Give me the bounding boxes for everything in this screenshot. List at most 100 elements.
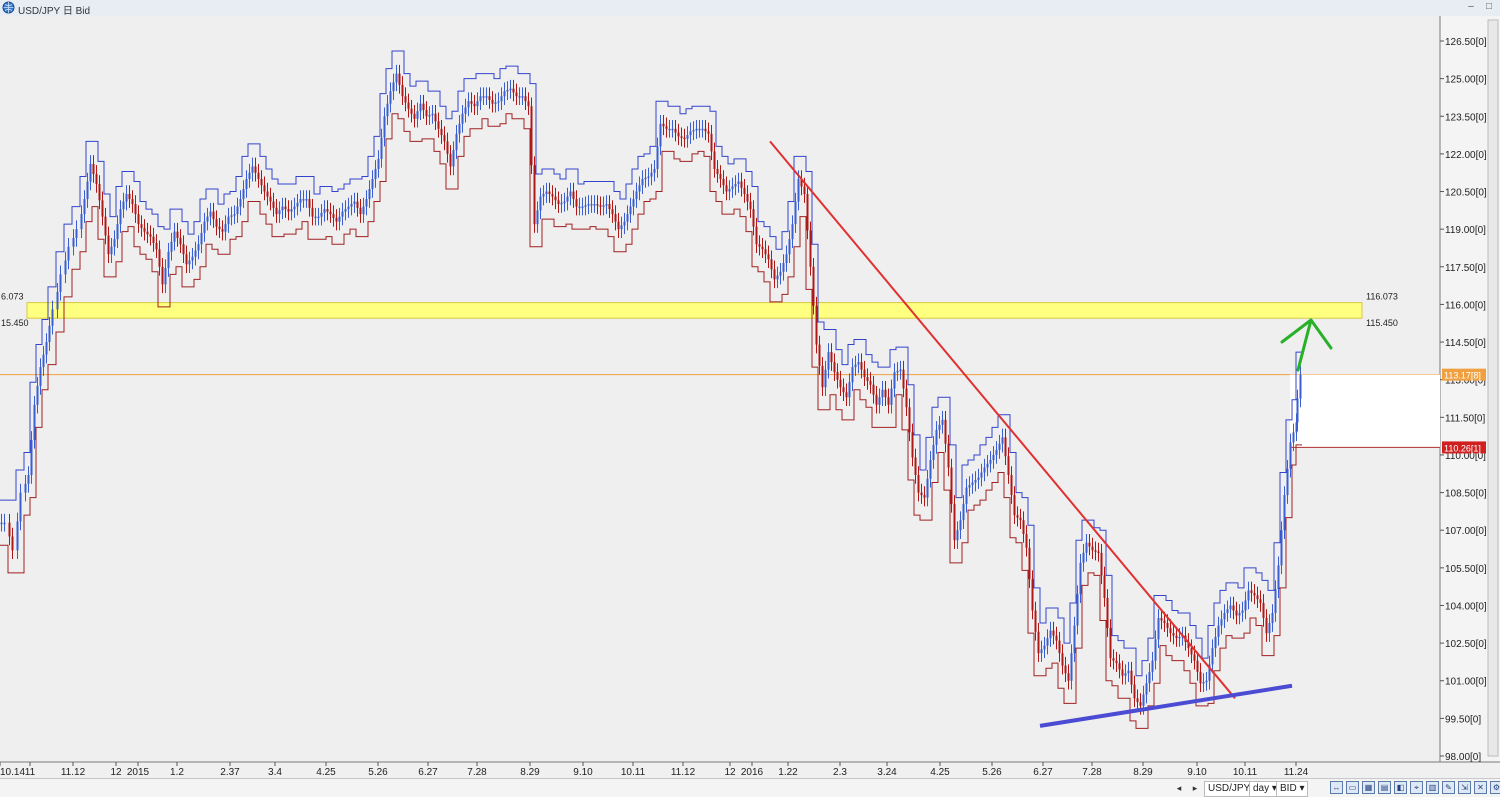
candle-body	[1097, 551, 1100, 554]
candle-body	[674, 128, 677, 133]
chart-tool-button[interactable]: ✎	[1442, 781, 1455, 794]
candle-body	[1127, 670, 1130, 674]
candle-body	[149, 234, 152, 237]
candle-body	[464, 107, 467, 114]
candle-body	[545, 191, 548, 195]
candle-body	[1091, 546, 1094, 551]
chart-tool-button[interactable]: ▥	[1426, 781, 1439, 794]
candle-body	[1052, 630, 1055, 636]
candle-body	[1296, 398, 1299, 423]
candle-body	[353, 201, 356, 205]
candle-body	[1220, 619, 1223, 626]
candle-body	[1049, 630, 1052, 639]
y-tick-label: 114.50[0]	[1445, 338, 1486, 349]
vertical-scrollbar[interactable]	[1487, 19, 1499, 757]
y-tick-label: 99.50[0]	[1445, 714, 1481, 725]
candle-body	[1241, 610, 1244, 613]
candle-body	[500, 96, 503, 102]
candle-body	[1190, 648, 1193, 655]
candle-body	[269, 196, 272, 202]
candle-body	[1025, 533, 1028, 548]
candle-body	[428, 115, 431, 117]
chart-tool-button[interactable]: ⚙	[1490, 781, 1500, 794]
candle-body	[980, 472, 983, 478]
x-tick-label: 7.28	[1082, 767, 1102, 778]
candle-body	[527, 101, 530, 107]
candle-body	[16, 521, 19, 551]
price-chart[interactable]: 116.073 115.450 6.073 15.450 126.50[0] 125.0…	[0, 16, 1500, 778]
candle-body	[413, 113, 416, 119]
chart-tool-button[interactable]: ✕	[1474, 781, 1487, 794]
chart-tool-button[interactable]: ⇲	[1458, 781, 1471, 794]
candle-body	[911, 432, 914, 458]
candle-body	[776, 275, 779, 280]
x-tick-label: 8.29	[1133, 767, 1153, 778]
candle-body	[593, 204, 596, 206]
candle-body	[1238, 613, 1241, 616]
candle-body	[1004, 437, 1007, 457]
chart-tool-button[interactable]: ◧	[1394, 781, 1407, 794]
side-select[interactable]: BID ▾	[1276, 781, 1309, 797]
candle-body	[782, 263, 785, 272]
candle-body	[1043, 645, 1046, 650]
candle-body	[626, 214, 629, 222]
chart-tool-button[interactable]: ▭	[1346, 781, 1359, 794]
chart-tool-button[interactable]: ▤	[1378, 781, 1391, 794]
candle-body	[617, 221, 620, 230]
candle-body	[869, 380, 872, 385]
candle-body	[341, 211, 344, 217]
candle-body	[947, 443, 950, 468]
x-tick-label: 2015	[127, 767, 150, 778]
candle-body	[1031, 579, 1034, 611]
candle-body	[917, 475, 920, 493]
maximize-button[interactable]: □	[1485, 1, 1493, 12]
candle-body	[155, 242, 158, 250]
candle-body	[110, 246, 113, 255]
candle-body	[929, 459, 932, 479]
candle-body	[299, 199, 302, 203]
candle-body	[1016, 515, 1019, 518]
candle-body	[524, 96, 527, 102]
candle-body	[992, 454, 995, 460]
candle-body	[64, 260, 67, 275]
y-tick-label: 122.00[0]	[1445, 150, 1487, 161]
candle-body	[24, 483, 27, 493]
x-tick-label: 11.24	[1284, 767, 1309, 778]
scroll-left-button[interactable]: ◂	[1176, 783, 1182, 793]
minimize-button[interactable]: –	[1468, 1, 1474, 12]
candle-body	[905, 388, 908, 408]
chart-tool-button[interactable]: ↔	[1330, 781, 1343, 794]
candle-body	[635, 191, 638, 200]
candle-body	[962, 503, 965, 521]
candle-body	[1169, 628, 1172, 634]
candle-body	[503, 91, 506, 97]
chart-tool-button[interactable]: ▦	[1362, 781, 1375, 794]
candle-body	[146, 231, 149, 235]
candle-body	[59, 274, 62, 292]
candle-body	[83, 199, 86, 215]
candle-body	[458, 123, 461, 134]
candle-body	[476, 101, 479, 107]
candle-body	[827, 352, 830, 370]
chart-tool-button[interactable]: ⌖	[1410, 781, 1423, 794]
candle-body	[380, 137, 383, 159]
candle-body	[989, 459, 992, 464]
candle-body	[728, 189, 731, 192]
candle-body	[188, 260, 191, 265]
candle-body	[8, 522, 11, 537]
candle-body	[866, 377, 869, 381]
candle-body	[1100, 552, 1103, 576]
candle-body	[254, 166, 257, 173]
candle-body	[143, 227, 146, 232]
candle-body	[689, 131, 692, 136]
scroll-right-button[interactable]: ▸	[1192, 783, 1198, 793]
candle-body	[491, 99, 494, 104]
candle-body	[539, 196, 542, 211]
candle-body	[281, 206, 284, 211]
candle-body	[251, 166, 254, 173]
candle-body	[278, 210, 281, 215]
candle-body	[131, 199, 134, 205]
candle-body	[287, 209, 290, 212]
candle-body	[1019, 517, 1022, 521]
candle-body	[536, 210, 539, 225]
